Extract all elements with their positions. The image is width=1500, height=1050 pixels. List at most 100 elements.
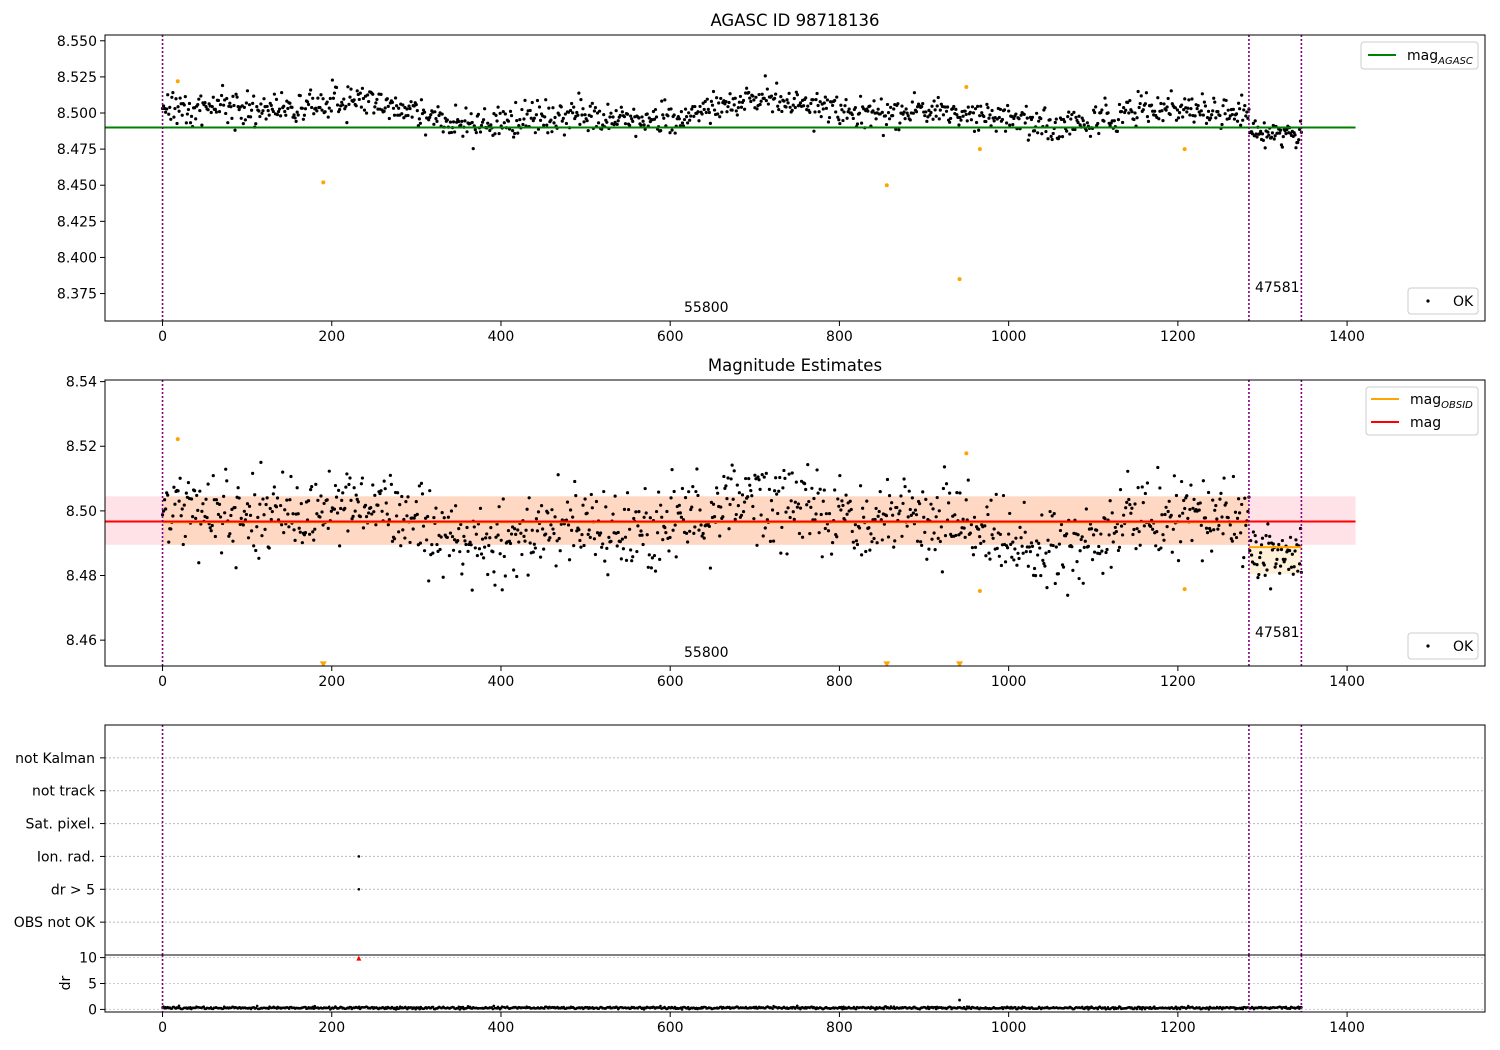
data-point: [818, 100, 822, 104]
data-point: [557, 113, 561, 117]
data-point: [812, 129, 816, 133]
data-point: [641, 542, 645, 547]
data-point: [877, 509, 881, 514]
dr-point: [327, 1005, 331, 1009]
data-point: [630, 117, 634, 121]
data-point: [797, 531, 802, 536]
data-point: [972, 129, 977, 133]
data-point: [194, 516, 198, 520]
data-point: [769, 499, 774, 503]
data-point: [1041, 558, 1045, 563]
data-point: [558, 549, 562, 553]
data-point: [1016, 551, 1020, 555]
data-point: [1044, 129, 1048, 134]
data-point: [889, 507, 893, 511]
data-point: [363, 503, 368, 507]
data-point: [1199, 109, 1203, 113]
data-point: [835, 95, 839, 99]
data-point: [1014, 536, 1018, 540]
data-point: [1130, 506, 1134, 510]
data-point: [314, 482, 318, 486]
data-point: [285, 498, 289, 502]
clipped-low-marker: [883, 661, 891, 666]
data-point: [895, 505, 899, 510]
data-point: [536, 510, 541, 514]
data-point: [470, 588, 474, 592]
data-point: [679, 515, 684, 519]
data-point: [172, 115, 176, 119]
data-point: [620, 537, 624, 541]
data-point: [689, 507, 693, 512]
data-point: [465, 525, 469, 530]
data-point: [1011, 540, 1015, 544]
data-point: [267, 546, 271, 550]
data-point: [313, 527, 317, 531]
data-point: [866, 109, 870, 113]
dr-point: [1174, 1005, 1178, 1009]
data-point: [579, 98, 583, 102]
data-point: [213, 534, 217, 539]
data-point: [957, 123, 961, 127]
data-point: [248, 115, 253, 119]
outlier-point: [1182, 147, 1187, 152]
data-point: [226, 121, 230, 125]
data-point: [456, 539, 460, 543]
outlier-point: [964, 451, 969, 456]
data-point: [427, 579, 431, 583]
data-point: [328, 96, 332, 101]
y-tick-label: 5: [88, 977, 97, 993]
data-point: [1057, 135, 1062, 139]
data-point: [973, 545, 978, 549]
data-point: [169, 527, 173, 531]
data-point: [765, 518, 769, 522]
data-point: [1226, 108, 1230, 112]
data-point: [760, 92, 764, 96]
data-point: [684, 115, 689, 119]
data-point: [570, 528, 574, 532]
data-point: [758, 487, 762, 491]
data-point: [319, 494, 323, 498]
data-point: [1249, 553, 1254, 557]
data-point: [1259, 543, 1264, 547]
data-point: [758, 102, 762, 107]
data-point: [252, 94, 256, 98]
data-point: [729, 477, 733, 481]
data-point: [1278, 571, 1282, 575]
data-point: [1205, 115, 1210, 120]
data-point: [1148, 524, 1153, 529]
data-point: [690, 505, 694, 509]
data-point: [1172, 474, 1176, 478]
data-point: [174, 97, 178, 101]
data-point: [750, 494, 754, 498]
data-point: [1048, 509, 1052, 514]
data-point: [183, 95, 187, 99]
dr-point: [491, 1007, 495, 1011]
data-point: [410, 115, 414, 119]
data-point: [502, 121, 506, 125]
data-point: [607, 535, 611, 539]
x-tick-label: 0: [158, 329, 167, 345]
data-point: [1002, 108, 1007, 112]
data-point: [692, 114, 696, 119]
data-point: [244, 512, 249, 517]
x-tick-label: 600: [657, 674, 684, 690]
data-point: [609, 539, 613, 543]
data-point: [838, 473, 842, 478]
data-point: [465, 130, 469, 134]
data-point: [1185, 110, 1189, 114]
data-point: [749, 489, 753, 493]
x-tick-label: 200: [318, 1020, 345, 1036]
data-point: [1243, 496, 1247, 500]
data-point: [989, 498, 993, 502]
data-point: [1249, 538, 1253, 543]
data-point: [494, 113, 498, 117]
data-point: [1269, 587, 1273, 591]
data-point: [173, 106, 177, 111]
x-tick-label: 800: [826, 674, 853, 690]
data-point: [683, 496, 688, 500]
data-point: [1135, 527, 1139, 531]
data-point: [667, 549, 671, 553]
data-point: [626, 507, 631, 512]
data-point: [611, 115, 615, 119]
data-point: [221, 83, 225, 88]
